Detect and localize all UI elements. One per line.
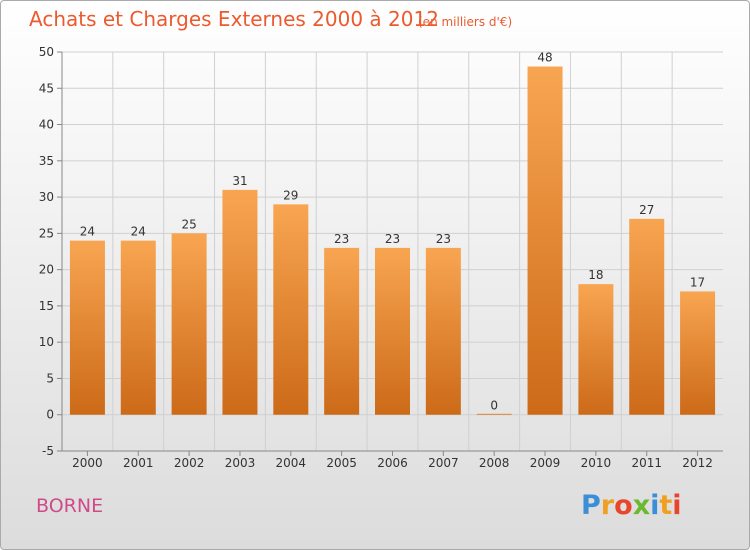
x-tick-label: 2008 — [479, 456, 510, 470]
bar — [527, 66, 563, 415]
chart-subtitle: (en milliers d'€) — [418, 15, 513, 29]
logo-letter: r — [600, 490, 615, 521]
y-tick-label: 10 — [39, 335, 54, 349]
x-tick-label: 2011 — [631, 456, 662, 470]
data-label: 31 — [232, 174, 247, 188]
y-tick-label: 20 — [39, 263, 54, 277]
logo-letter: i — [672, 490, 682, 521]
bar — [171, 233, 207, 415]
x-tick-label: 2006 — [377, 456, 408, 470]
bar — [375, 247, 410, 415]
y-tick-label: 45 — [39, 81, 54, 95]
x-tick-label: 2009 — [530, 456, 561, 470]
bar — [324, 247, 360, 415]
logo-letter: P — [581, 490, 601, 521]
bar — [425, 247, 461, 415]
x-tick-label: 2000 — [72, 456, 103, 470]
logo-letter: x — [632, 490, 651, 521]
data-label: 25 — [181, 217, 196, 231]
y-tick-label: 15 — [39, 299, 54, 313]
axes — [57, 51, 723, 456]
x-tick-label: 2001 — [123, 456, 154, 470]
bar — [273, 204, 309, 415]
y-tick-label: 40 — [39, 118, 54, 132]
y-tick-label: 0 — [46, 408, 54, 422]
bar — [69, 240, 105, 415]
x-tick-label: 2003 — [225, 456, 256, 470]
bar — [222, 189, 258, 415]
bar — [120, 240, 156, 415]
bars — [69, 66, 716, 415]
logo-letter: i — [650, 490, 660, 521]
y-tick-label: 30 — [39, 190, 54, 204]
data-label: 23 — [385, 232, 400, 246]
commune-name: BORNE — [36, 495, 104, 517]
x-tick-label: 2004 — [276, 456, 307, 470]
x-tick-label: 2007 — [428, 456, 459, 470]
x-tick-label: 2005 — [326, 456, 357, 470]
bar — [629, 218, 665, 415]
data-labels: 24 24 25 31 29 23 23 23 0 48 18 27 17 — [80, 51, 705, 413]
y-tick-label: 25 — [39, 226, 54, 240]
bar — [578, 284, 614, 415]
data-label: 23 — [436, 232, 451, 246]
chart-title: Achats et Charges Externes 2000 à 2012 — [29, 7, 439, 31]
proxiti-logo: Proxiti — [581, 490, 682, 521]
y-tick-label: -5 — [42, 444, 54, 458]
bar — [680, 291, 716, 415]
x-tick-label: 2012 — [682, 456, 713, 470]
y-tick-labels: -5 0 5 10 15 20 25 30 35 40 45 50 — [39, 45, 54, 458]
data-label: 27 — [639, 203, 654, 217]
data-label: 48 — [537, 51, 552, 65]
x-tick-label: 2002 — [174, 456, 205, 470]
x-tick-label: 2010 — [581, 456, 612, 470]
data-label: 17 — [690, 275, 705, 289]
data-label: 24 — [80, 225, 95, 239]
data-label: 29 — [283, 188, 298, 202]
y-tick-label: 50 — [39, 45, 54, 59]
data-label: 23 — [334, 232, 349, 246]
data-label: 0 — [490, 399, 498, 413]
y-tick-label: 35 — [39, 154, 54, 168]
logo-letter: t — [659, 490, 673, 521]
data-label: 18 — [588, 268, 603, 282]
logo-letter: o — [614, 490, 633, 521]
x-tick-labels: 2000 2001 2002 2003 2004 2005 2006 2007 2008 2009… — [72, 456, 713, 470]
y-tick-label: 5 — [46, 371, 54, 385]
bar — [476, 413, 512, 415]
data-label: 24 — [131, 225, 146, 239]
